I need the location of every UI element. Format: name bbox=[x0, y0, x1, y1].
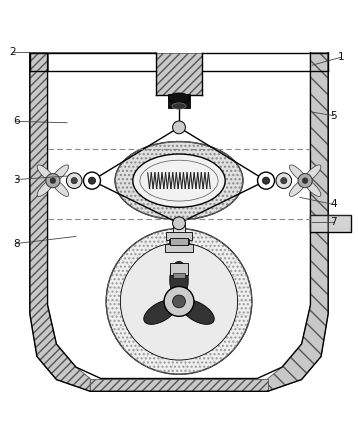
Ellipse shape bbox=[133, 154, 225, 207]
Circle shape bbox=[120, 243, 238, 360]
Ellipse shape bbox=[289, 179, 306, 196]
Circle shape bbox=[276, 173, 292, 188]
Text: 3: 3 bbox=[13, 175, 20, 185]
Circle shape bbox=[106, 229, 252, 374]
Text: 1: 1 bbox=[337, 52, 344, 62]
Bar bbox=[173, 273, 185, 278]
Ellipse shape bbox=[289, 165, 306, 182]
Ellipse shape bbox=[144, 300, 177, 324]
Circle shape bbox=[71, 178, 77, 184]
Circle shape bbox=[46, 174, 60, 188]
Bar bbox=[170, 238, 188, 245]
Ellipse shape bbox=[115, 142, 243, 220]
Text: 7: 7 bbox=[330, 217, 337, 227]
Bar bbox=[169, 238, 189, 246]
Text: 4: 4 bbox=[330, 199, 337, 210]
Circle shape bbox=[50, 178, 56, 183]
Circle shape bbox=[281, 178, 287, 184]
Circle shape bbox=[298, 174, 312, 188]
Bar bbox=[310, 215, 351, 232]
Ellipse shape bbox=[304, 165, 321, 182]
Circle shape bbox=[83, 172, 101, 189]
Polygon shape bbox=[30, 53, 48, 70]
Text: 5: 5 bbox=[330, 111, 337, 120]
Bar bbox=[165, 244, 193, 252]
Ellipse shape bbox=[37, 179, 54, 196]
Ellipse shape bbox=[168, 93, 190, 103]
Polygon shape bbox=[310, 53, 328, 70]
Circle shape bbox=[88, 177, 96, 184]
FancyBboxPatch shape bbox=[168, 94, 190, 108]
Ellipse shape bbox=[172, 103, 186, 109]
Bar bbox=[170, 264, 188, 275]
Ellipse shape bbox=[181, 300, 214, 324]
Polygon shape bbox=[268, 53, 328, 391]
Ellipse shape bbox=[52, 165, 69, 182]
Text: 8: 8 bbox=[13, 238, 20, 249]
Text: 6: 6 bbox=[13, 117, 20, 126]
Polygon shape bbox=[30, 53, 90, 391]
Circle shape bbox=[164, 287, 194, 316]
Ellipse shape bbox=[37, 165, 54, 182]
Bar bbox=[165, 232, 193, 240]
Text: 2: 2 bbox=[9, 47, 16, 57]
Polygon shape bbox=[156, 53, 202, 95]
Ellipse shape bbox=[304, 179, 321, 196]
Circle shape bbox=[302, 178, 308, 183]
Bar bbox=[173, 223, 185, 237]
Circle shape bbox=[173, 217, 185, 229]
Circle shape bbox=[262, 177, 270, 184]
Circle shape bbox=[173, 121, 185, 134]
Ellipse shape bbox=[52, 179, 69, 196]
Circle shape bbox=[257, 172, 275, 189]
Circle shape bbox=[66, 173, 82, 188]
Ellipse shape bbox=[170, 261, 188, 299]
Polygon shape bbox=[90, 378, 268, 391]
Circle shape bbox=[173, 295, 185, 308]
